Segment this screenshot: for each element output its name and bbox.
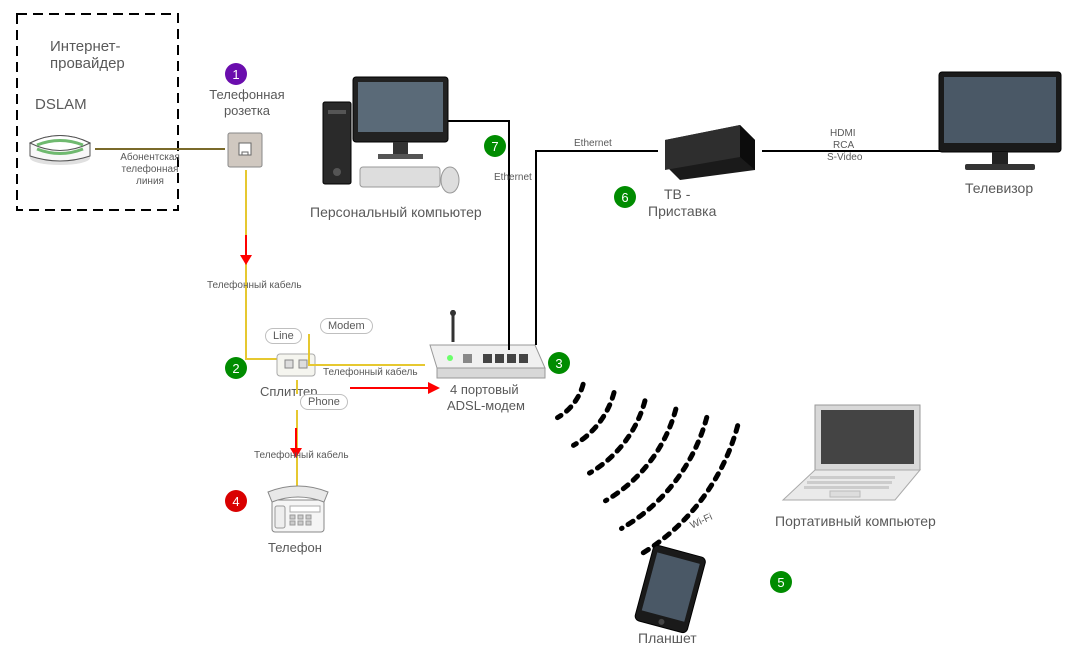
badge-2: 2 [225,357,247,379]
badge-5: 5 [770,571,792,593]
tablet-label: Планшет [638,630,697,647]
badge-4: 4 [225,490,247,512]
wifi-arcs [0,0,1070,650]
badge-6: 6 [614,186,636,208]
network-diagram: Интернет- провайдер DSLAM Абонентская те… [0,0,1070,650]
laptop-label: Портативный компьютер [775,513,936,530]
badge-7: 7 [484,135,506,157]
badge-1: 1 [225,63,247,85]
laptop-icon [775,400,930,510]
tablet-icon [625,545,715,635]
badge-3: 3 [548,352,570,374]
